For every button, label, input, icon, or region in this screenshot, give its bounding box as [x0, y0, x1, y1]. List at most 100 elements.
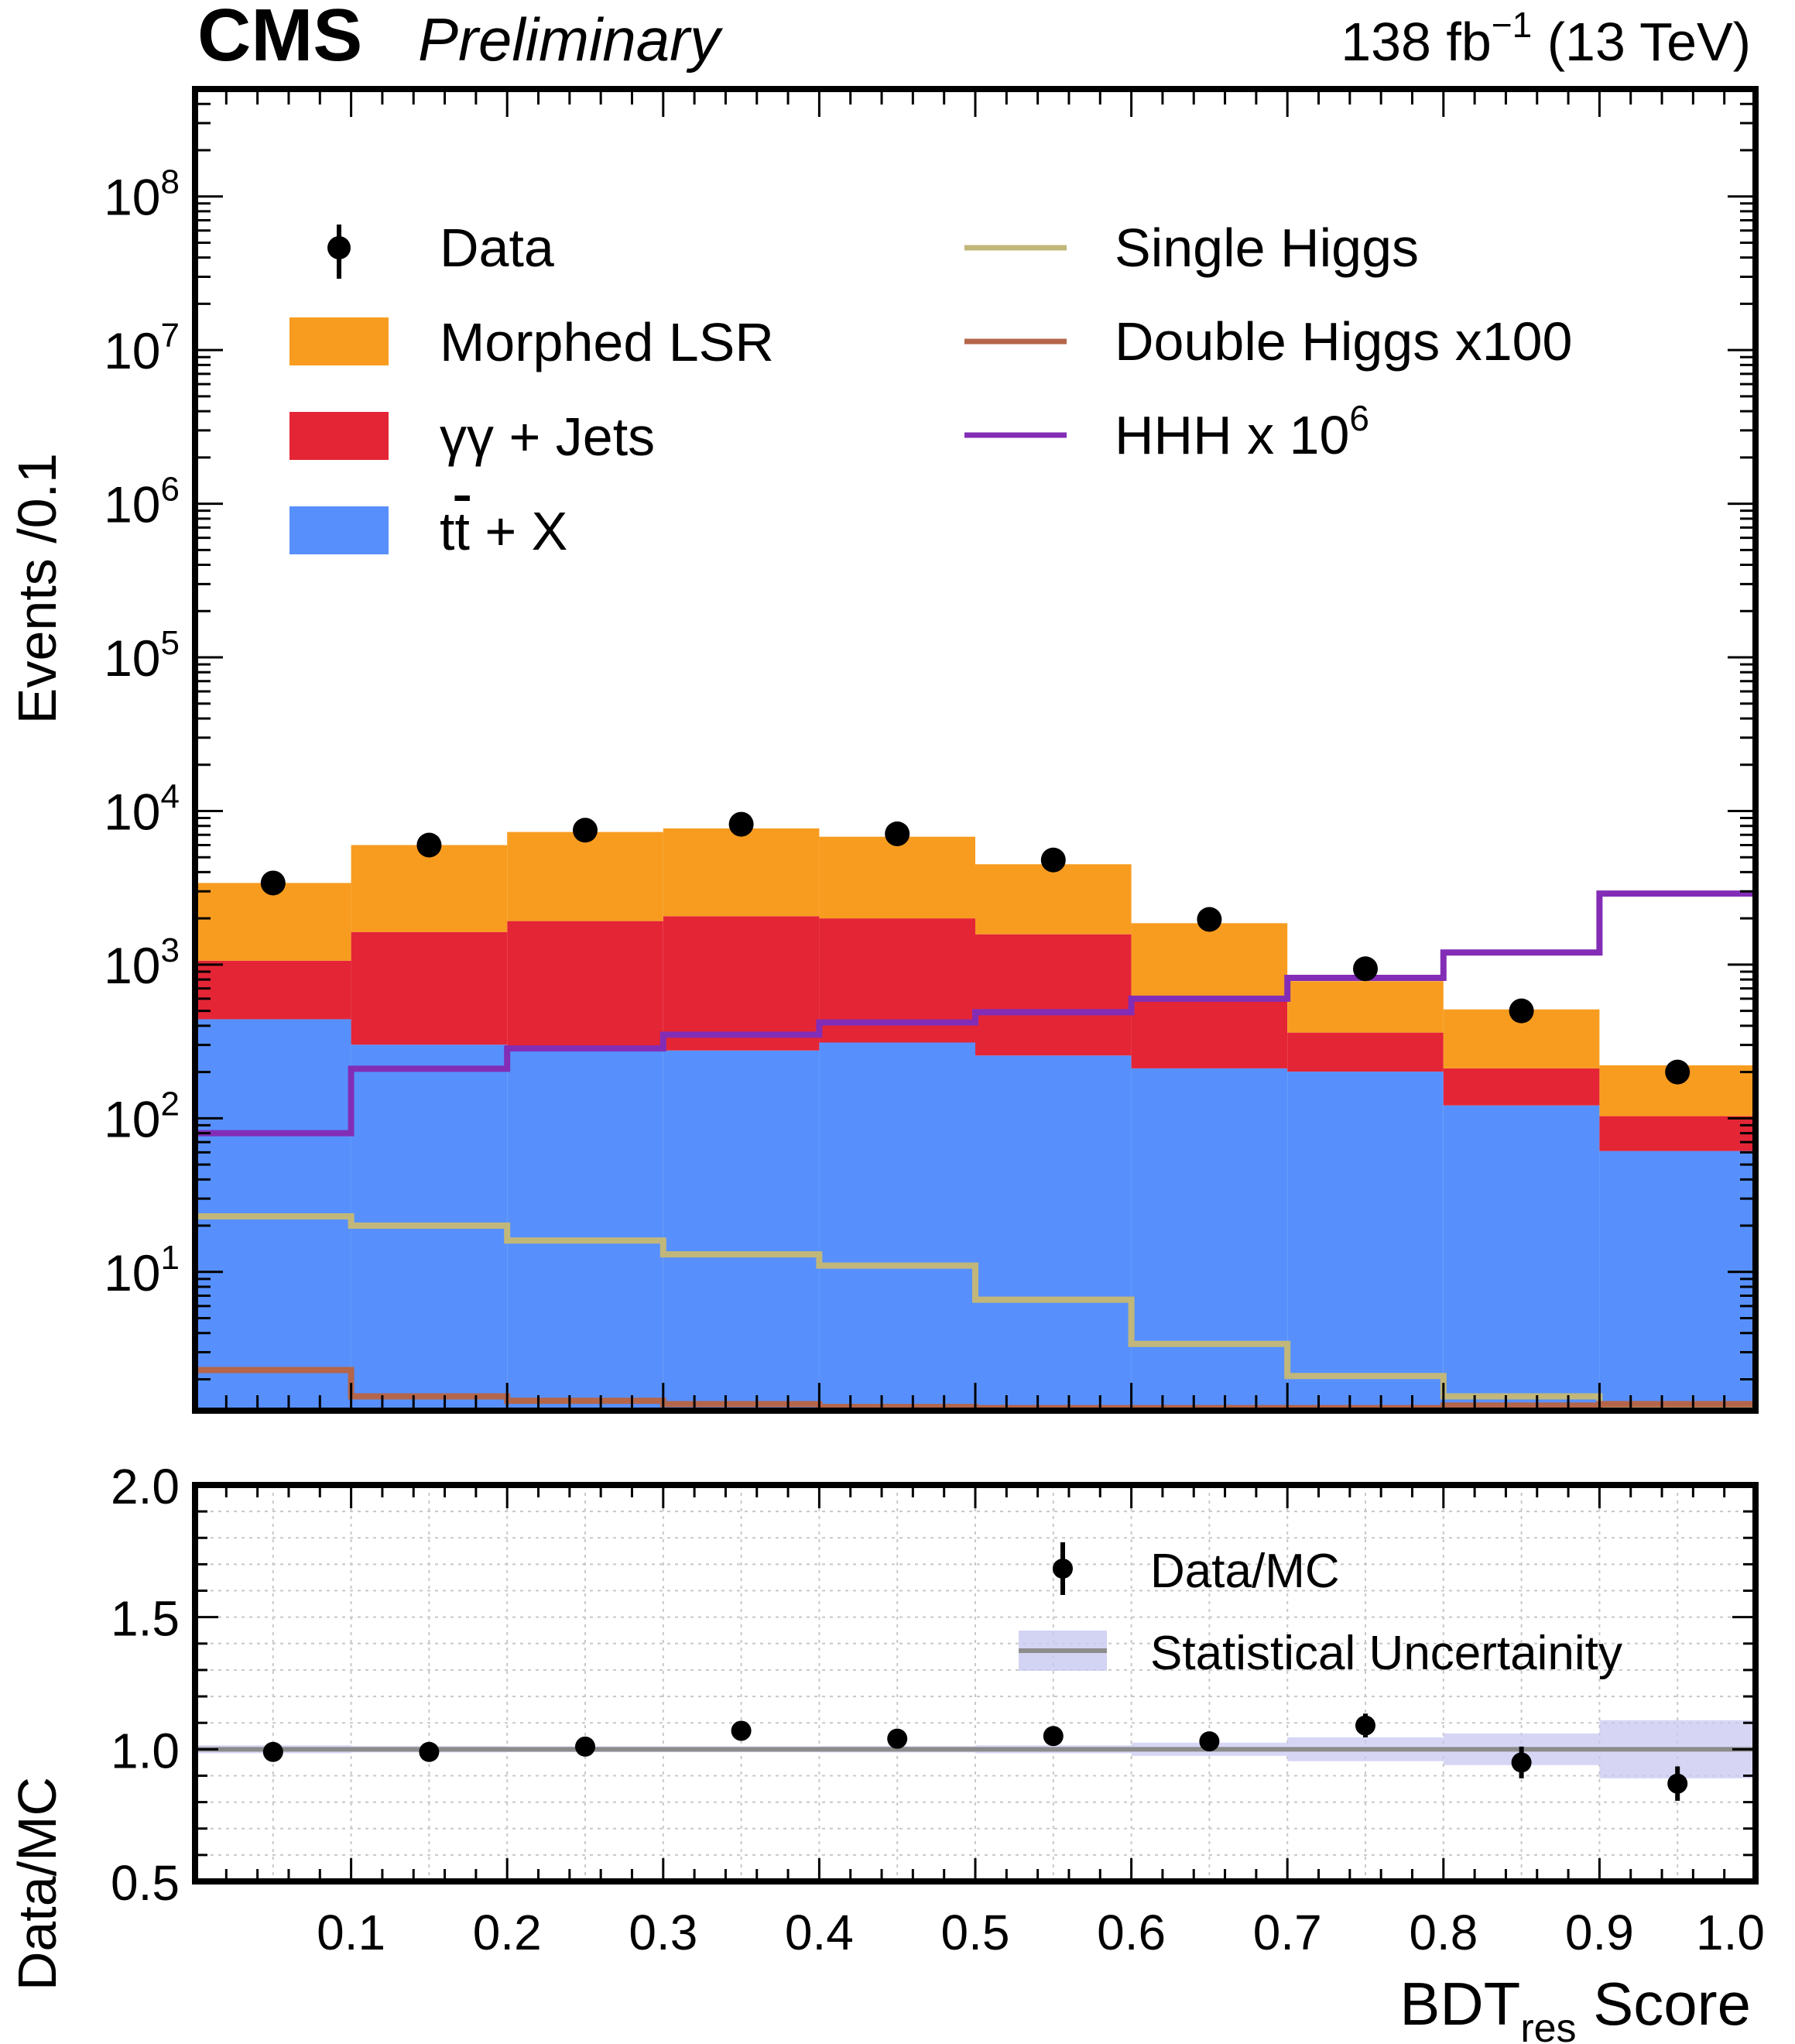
x-tick-label-8: 0.8 — [1409, 1905, 1478, 1960]
data-point-3 — [573, 818, 598, 843]
legend-gjets-swatch — [289, 412, 389, 460]
legend-single-higgs-label: Single Higgs — [1115, 218, 1419, 278]
legend-ttx-label: tt + X — [440, 501, 567, 561]
data-point-2 — [416, 832, 442, 858]
x-tick-label-9: 0.9 — [1565, 1905, 1634, 1960]
legend-lsr-swatch — [289, 317, 389, 365]
x-tick-label-6: 0.6 — [1097, 1905, 1166, 1960]
legend-item-ttx: tt + X — [289, 501, 567, 561]
bar-gjets-bin-1 — [195, 960, 351, 1020]
bar-gjets-bin-9 — [1443, 1068, 1600, 1106]
y-tick-label-6: 106 — [104, 471, 180, 533]
legend-ratio-marker — [1053, 1559, 1073, 1579]
x-tick-label-4: 0.4 — [785, 1905, 854, 1960]
data-point-9 — [1509, 998, 1534, 1024]
legend-hhh-label: HHH x 106 — [1115, 398, 1369, 465]
ratio-legend: Data/MC Statistical Uncertainity — [1019, 1542, 1622, 1680]
legend-data-label: Data — [440, 218, 554, 278]
main-frame — [192, 86, 1759, 1414]
x-tick-label-1: 0.1 — [317, 1905, 385, 1960]
legend-item-double-higgs: Double Higgs x100 — [964, 311, 1572, 372]
bar-ttx-bin-7 — [1131, 1068, 1288, 1411]
ratio-point-3 — [575, 1736, 595, 1757]
bar-lsr-bin-7 — [1131, 923, 1288, 1001]
lumi-label: 138 fb−1 (13 TeV) — [1341, 5, 1751, 72]
ratio-y-axis-title: Data/MC — [7, 1777, 67, 1991]
ratio-y-tick-label-2: 1.0 — [111, 1723, 180, 1778]
bar-lsr-bin-8 — [1287, 981, 1444, 1033]
y-tick-label-2: 102 — [104, 1085, 180, 1147]
bar-ttx-bin-9 — [1443, 1105, 1600, 1411]
x-tick-label-2: 0.2 — [473, 1905, 542, 1960]
legend-gjets-label: γγ + Jets — [440, 406, 655, 467]
y-tick-label-4: 104 — [104, 777, 180, 840]
legend-band-label: Statistical Uncertainity — [1150, 1627, 1622, 1680]
bar-lsr-bin-4 — [663, 828, 820, 917]
bar-lsr-bin-5 — [819, 836, 975, 919]
bar-ttx-bin-6 — [975, 1055, 1132, 1411]
x-tick-label-5: 0.5 — [941, 1905, 1010, 1960]
cms-label: CMS — [197, 0, 362, 77]
data-point-10 — [1665, 1059, 1691, 1085]
y-tick-label-7: 107 — [104, 317, 180, 379]
legend-item-lsr: Morphed LSR — [289, 312, 774, 372]
bar-gjets-bin-10 — [1599, 1116, 1756, 1151]
ratio-plot-area — [195, 1485, 1756, 1881]
bar-gjets-bin-3 — [507, 921, 663, 1048]
data-point-5 — [885, 821, 910, 846]
bar-ttx-bin-3 — [507, 1047, 663, 1411]
main-legend: Data Morphed LSR γγ + Jets tt + X Single… — [289, 218, 1572, 561]
x-tick-label-7: 0.7 — [1253, 1905, 1322, 1960]
x-tick-label-10: 1.0 — [1696, 1905, 1765, 1960]
line-double_higgs — [195, 1367, 1756, 1411]
ratio-frame — [192, 1482, 1759, 1885]
legend-item-hhh: HHH x 106 — [964, 398, 1369, 465]
legend-ttx-swatch — [289, 506, 389, 554]
ratio-point-10 — [1667, 1773, 1688, 1794]
ratio-point-9 — [1511, 1752, 1532, 1773]
bar-gjets-bin-8 — [1287, 1032, 1444, 1072]
x-axis-title: BDTres Score — [1399, 1970, 1751, 2044]
legend-item-gjets: γγ + Jets — [289, 406, 655, 467]
legend-ratio-label: Data/MC — [1150, 1545, 1340, 1598]
legend-item-ratio-points: Data/MC — [1053, 1542, 1340, 1598]
data-point-1 — [260, 870, 286, 896]
main-y-axis-title: Events /0.1 — [7, 453, 67, 724]
data-point-8 — [1353, 956, 1378, 982]
ratio-y-tick-label-3: 1.5 — [111, 1591, 180, 1647]
status-label: Preliminary — [418, 5, 723, 74]
bar-ttx-bin-4 — [663, 1050, 820, 1411]
ratio-point-1 — [262, 1741, 283, 1762]
bar-gjets-bin-7 — [1131, 1000, 1288, 1068]
data-point-7 — [1197, 907, 1222, 932]
x-tick-label-3: 0.3 — [629, 1905, 697, 1960]
data-point-4 — [728, 811, 754, 837]
ratio-y-tick-label-1: 0.5 — [111, 1855, 180, 1911]
y-tick-label-5: 105 — [104, 624, 180, 687]
bar-lsr-bin-3 — [507, 832, 663, 921]
bar-lsr-bin-2 — [351, 845, 508, 932]
bar-ttx-bin-10 — [1599, 1151, 1756, 1411]
bar-gjets-bin-2 — [351, 931, 508, 1045]
bar-lsr-bin-1 — [195, 883, 351, 961]
ratio-point-8 — [1355, 1715, 1375, 1736]
ratio-panel: 0.5 1.0 1.5 2.0 0.1 0.2 0.3 0.4 0.5 0.6 0.7 0.8 0.9 1… — [111, 1459, 1765, 1960]
ratio-y-tick-label-4: 2.0 — [111, 1459, 180, 1514]
legend-data-marker — [327, 236, 351, 259]
bar-gjets-bin-6 — [975, 934, 1132, 1056]
y-tick-label-1: 101 — [104, 1239, 180, 1302]
ratio-point-7 — [1199, 1731, 1220, 1752]
bar-lsr-bin-6 — [975, 864, 1132, 935]
ratio-point-2 — [419, 1741, 440, 1762]
bar-ttx-bin-8 — [1287, 1072, 1444, 1411]
ratio-point-5 — [887, 1728, 908, 1749]
bar-gjets-bin-4 — [663, 916, 820, 1051]
legend-item-data: Data — [327, 218, 554, 279]
bar-ttx-bin-5 — [819, 1042, 975, 1411]
data-point-6 — [1040, 847, 1066, 873]
legend-double-higgs-label: Double Higgs x100 — [1115, 311, 1572, 372]
ratio-point-4 — [731, 1720, 752, 1741]
legend-item-stat-uncertainty: Statistical Uncertainity — [1019, 1627, 1622, 1680]
main-panel: 101 102 103 104 105 106 107 108 — [104, 86, 1759, 1414]
